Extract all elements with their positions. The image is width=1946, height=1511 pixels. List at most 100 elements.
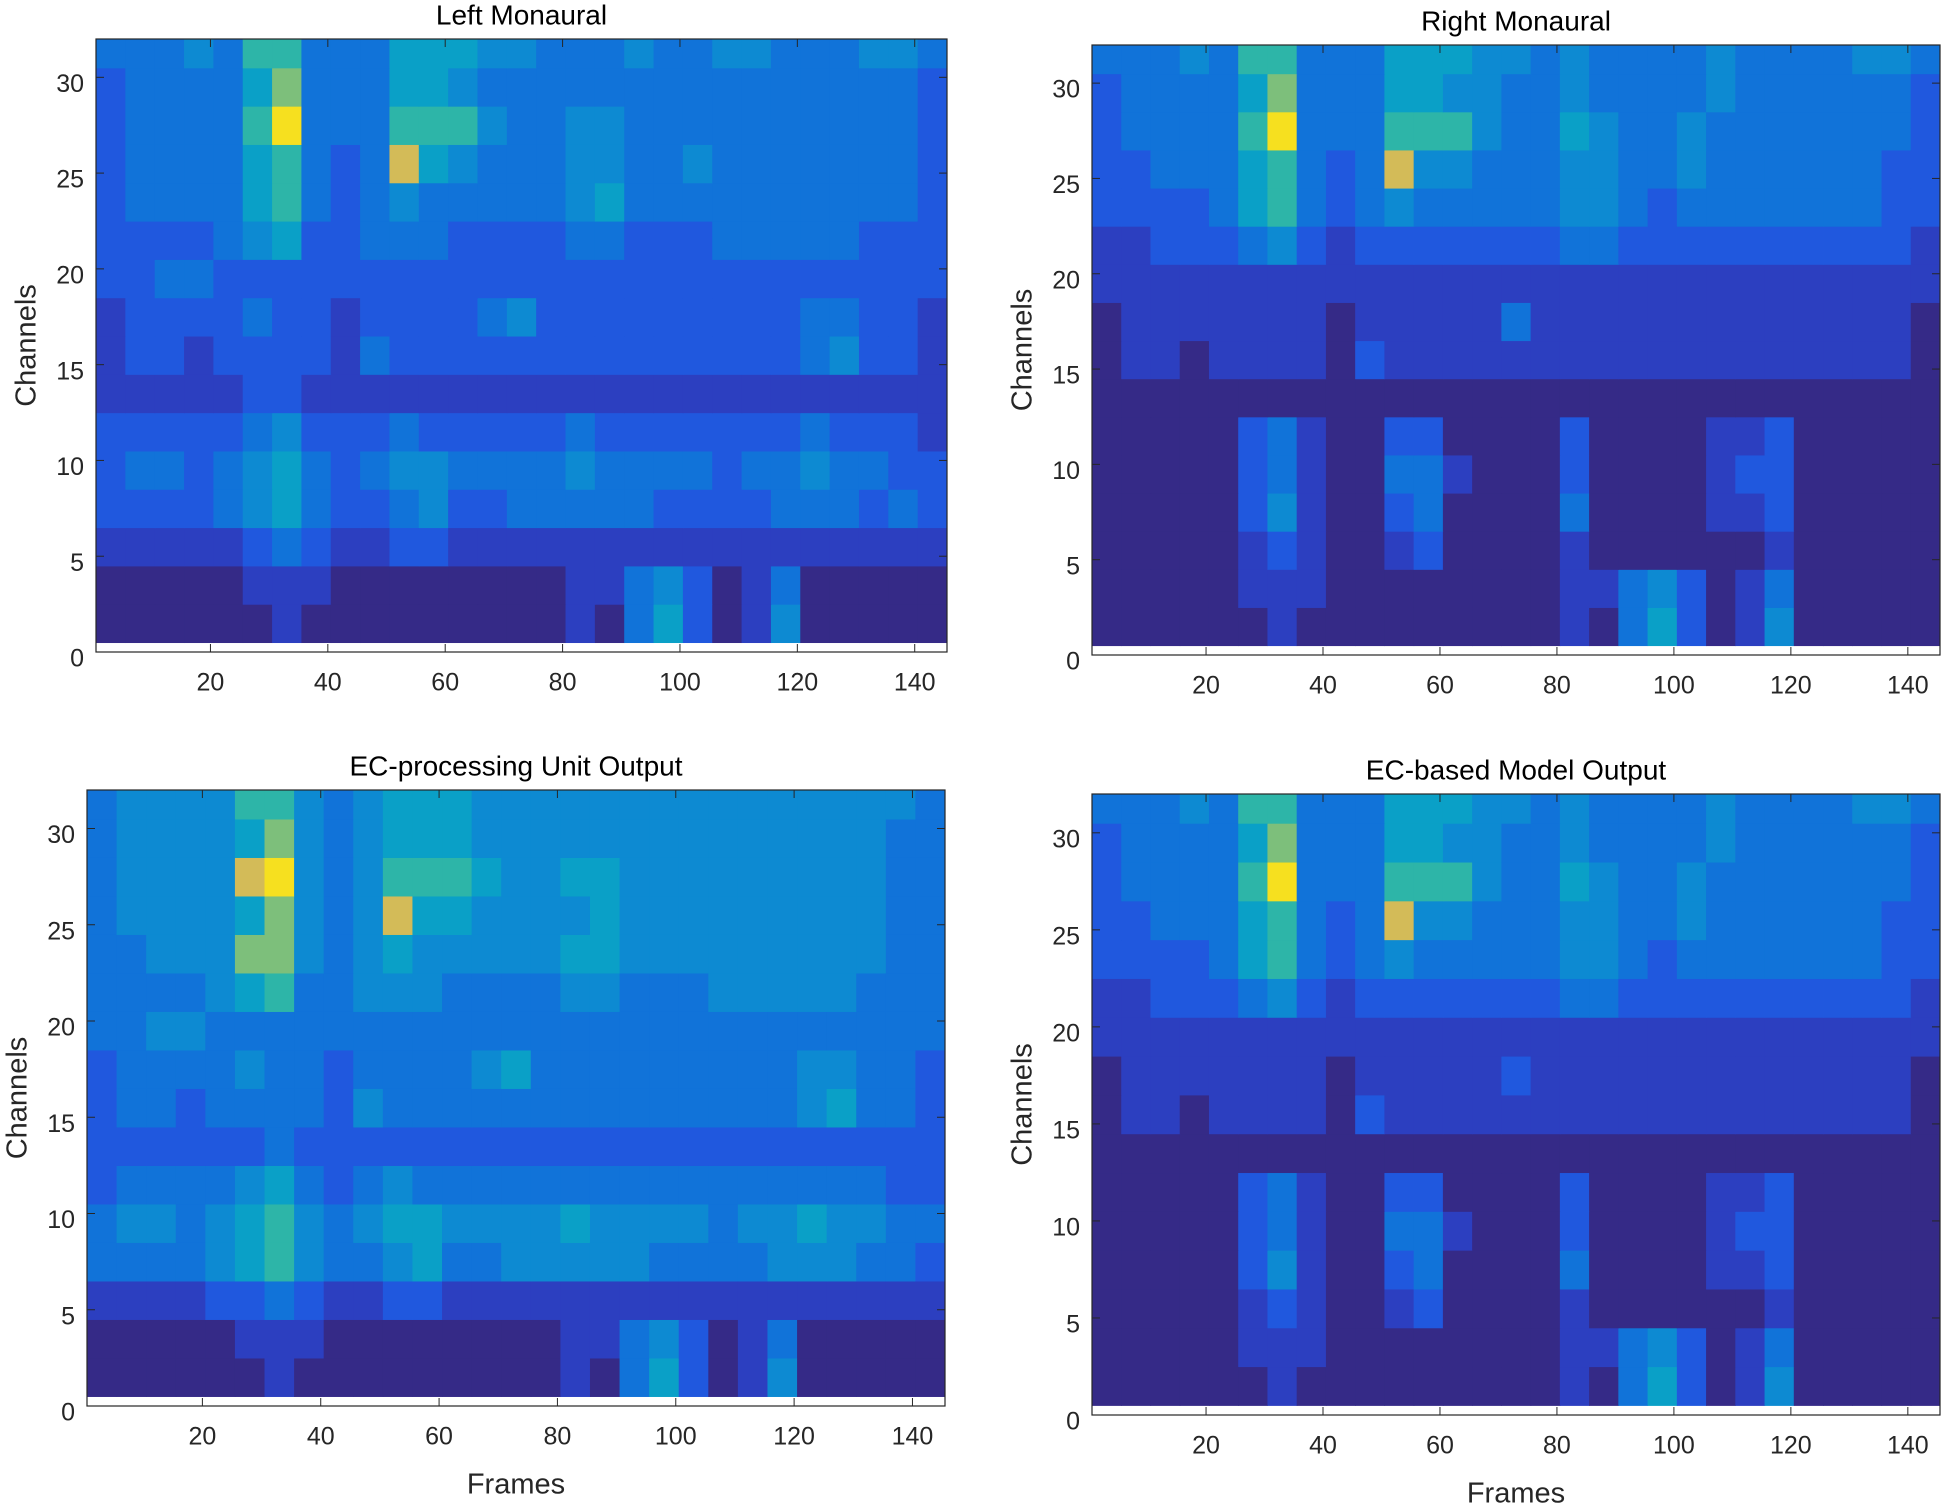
- heat-cell: [294, 1088, 325, 1128]
- heat-cell: [125, 220, 156, 260]
- heat-cell: [412, 1165, 443, 1205]
- heat-cell: [1442, 187, 1473, 227]
- heat-cell: [1647, 1055, 1678, 1096]
- heat-cell: [477, 374, 508, 414]
- heat-cell: [1296, 111, 1327, 151]
- heat-cell: [1442, 340, 1473, 380]
- heat-cell: [1706, 1327, 1736, 1368]
- heat-cell: [624, 39, 655, 69]
- heat-cell: [1092, 1172, 1122, 1212]
- heat-cell: [741, 220, 772, 260]
- heat-cell: [682, 335, 713, 375]
- heat-cell: [1208, 340, 1239, 380]
- heat-cell: [1413, 861, 1444, 902]
- heat-cell: [1092, 823, 1122, 863]
- heat-cell: [1618, 978, 1649, 1018]
- heat-cell: [826, 1203, 857, 1243]
- heat-cell: [915, 895, 945, 935]
- heat-cell: [770, 450, 801, 490]
- heat-cell: [712, 106, 743, 145]
- heat-cell: [272, 39, 303, 69]
- heat-cell: [589, 934, 621, 974]
- heat-cell: [1384, 1366, 1415, 1406]
- heat-cell: [917, 412, 947, 452]
- heat-cell: [1442, 302, 1473, 342]
- heat-cell: [1472, 302, 1502, 342]
- heat-cell: [471, 1319, 502, 1359]
- heat-cell: [1501, 454, 1532, 494]
- heat-cell: [1676, 1250, 1707, 1290]
- heat-cell: [560, 818, 591, 858]
- y-tick-label: 10: [47, 1206, 75, 1234]
- heat-cell: [1910, 45, 1940, 75]
- heat-cell: [708, 1319, 739, 1359]
- heat-cell: [1589, 340, 1619, 380]
- heat-cell: [1735, 1133, 1766, 1174]
- heat-cell: [888, 182, 919, 222]
- heat-cell: [1793, 1211, 1824, 1251]
- heat-cell: [1267, 1133, 1298, 1174]
- heat-cell: [1910, 1017, 1940, 1057]
- heat-cell: [1472, 149, 1502, 189]
- heat-cell: [175, 1126, 206, 1166]
- heat-cell: [301, 565, 332, 605]
- heat-cell: [1296, 531, 1327, 570]
- heat-cell: [1472, 1055, 1502, 1096]
- heat-cell: [1384, 531, 1415, 570]
- heat-cell: [915, 1049, 945, 1089]
- heat-cell: [829, 412, 860, 452]
- heat-cell: [264, 934, 295, 974]
- heat-cell: [565, 450, 596, 490]
- heat-cell: [1559, 73, 1590, 113]
- heat-cell: [536, 335, 567, 375]
- heat-cell: [1238, 492, 1269, 532]
- y-tick-label: 30: [1052, 76, 1080, 104]
- heat-cell: [175, 1203, 206, 1243]
- heat-cell: [1764, 73, 1795, 113]
- heat-cell: [1179, 607, 1210, 647]
- heat-cell: [1735, 1017, 1766, 1057]
- heat-cell: [184, 489, 214, 529]
- heat-cell: [530, 934, 561, 974]
- heat-cell: [619, 1126, 650, 1166]
- heat-cell: [856, 790, 887, 820]
- heat-cell: [1472, 1366, 1502, 1406]
- heat-cell: [1530, 1094, 1561, 1135]
- heat-cell: [653, 220, 684, 260]
- heat-cell: [1238, 454, 1269, 494]
- y-tick-label: 0: [61, 1399, 75, 1427]
- heat-cell: [330, 144, 361, 184]
- heat-cell: [797, 1088, 828, 1128]
- heat-cell: [856, 1126, 887, 1166]
- heat-cell: [506, 144, 537, 184]
- heat-cell: [619, 790, 650, 820]
- heat-cell: [708, 1357, 739, 1397]
- heat-cell: [653, 106, 684, 145]
- heat-cell: [1442, 861, 1473, 902]
- heat-cell: [1706, 416, 1736, 456]
- heat-cell: [154, 39, 185, 69]
- heat-cell: [1852, 111, 1883, 151]
- heat-cell: [1150, 1055, 1181, 1096]
- heat-cell: [323, 1319, 354, 1359]
- y-tick-label: 0: [1066, 1408, 1080, 1436]
- heat-cell: [1764, 378, 1795, 418]
- heat-cell: [1881, 569, 1912, 608]
- heat-cell: [442, 1242, 473, 1282]
- heat-cell: [829, 374, 860, 414]
- heat-cell: [1881, 187, 1912, 227]
- heat-cell: [382, 1242, 414, 1282]
- heat-cell: [477, 297, 508, 337]
- x-tick-label: 40: [1309, 672, 1337, 700]
- heat-cell: [915, 934, 945, 974]
- heat-cell: [915, 790, 945, 820]
- heat-cell: [829, 565, 860, 605]
- heat-cell: [184, 604, 214, 644]
- heat-cell: [96, 450, 126, 490]
- heat-cell: [530, 1011, 561, 1051]
- heat-cell: [1530, 1172, 1561, 1212]
- heat-cell: [797, 1049, 828, 1089]
- heat-cell: [1208, 264, 1239, 303]
- heat-cell: [1910, 531, 1940, 570]
- heat-cell: [1501, 416, 1532, 456]
